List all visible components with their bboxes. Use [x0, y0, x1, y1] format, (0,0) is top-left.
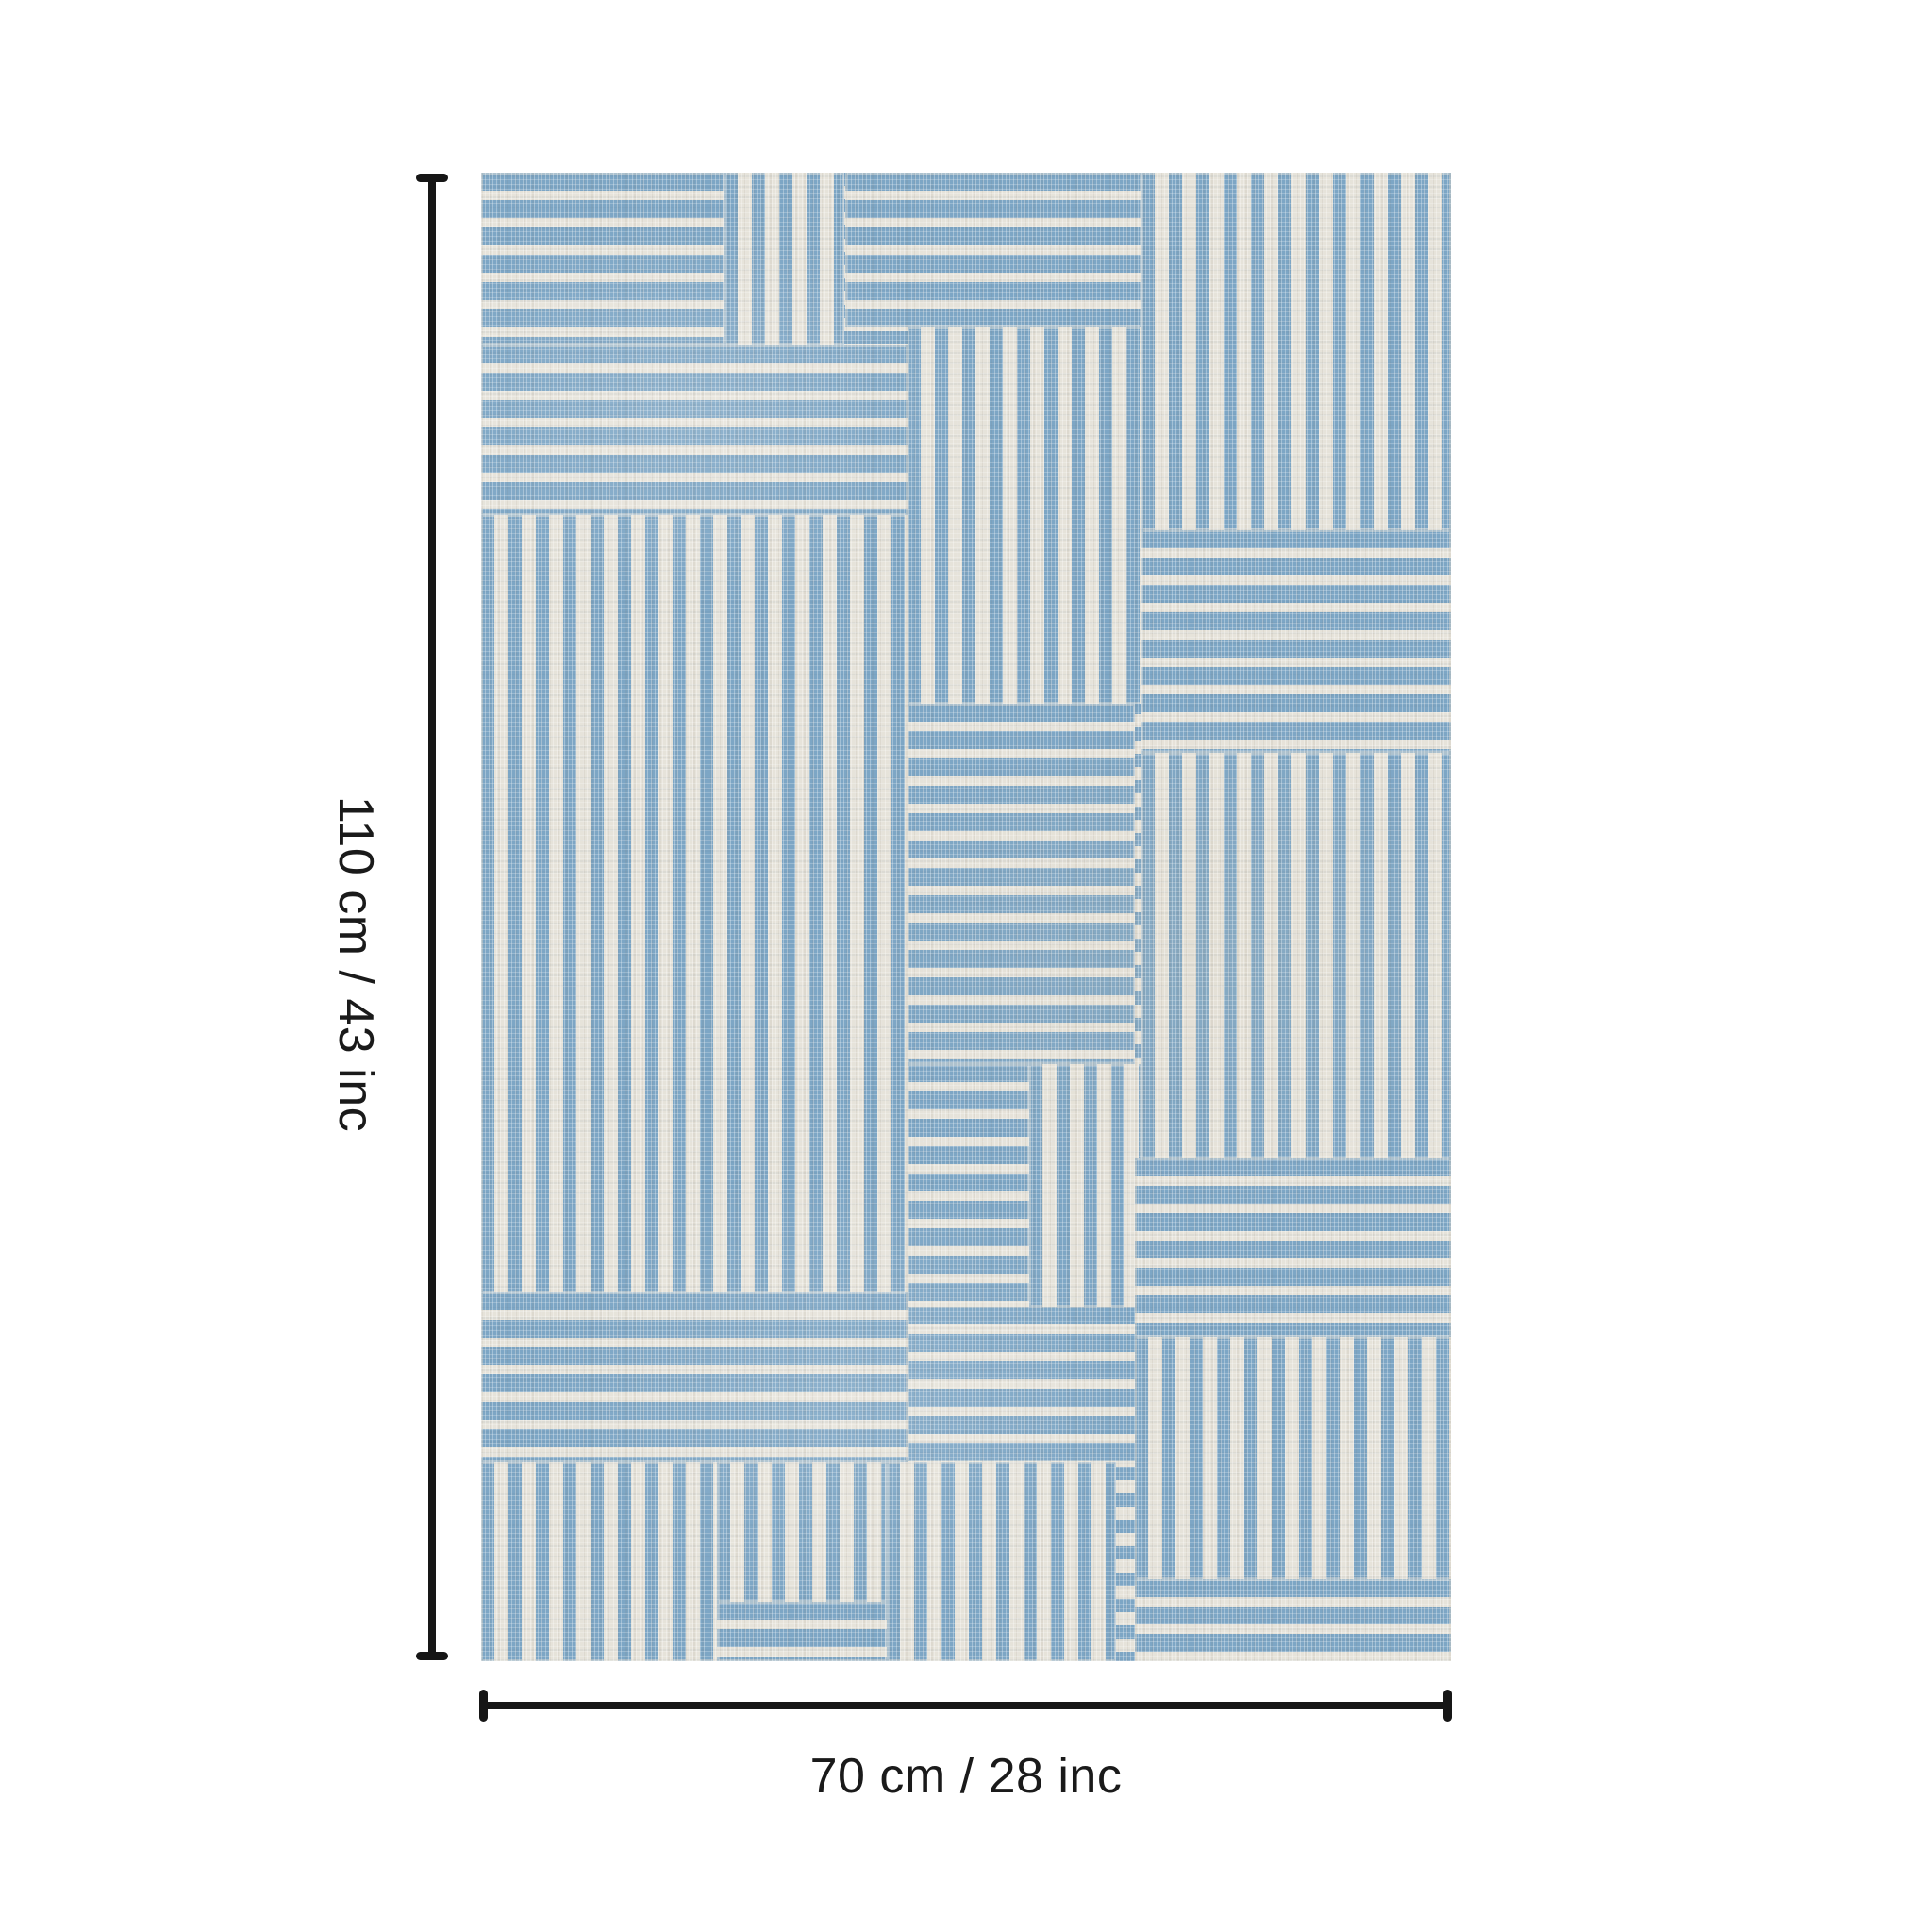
rug-patch: [844, 173, 1142, 328]
rug-patch: [724, 173, 845, 346]
rug-patch: [908, 1064, 1029, 1307]
rug-patch: [1141, 753, 1451, 1158]
rug-patch: [716, 1461, 887, 1602]
rug-patch: [1141, 529, 1451, 754]
width-dimension-right-cap: [1443, 1690, 1452, 1722]
rug-patch: [1134, 1579, 1451, 1661]
height-dimension-line: [428, 177, 436, 1657]
rug-patch: [481, 514, 908, 1292]
width-dimension-label: 70 cm / 28 inc: [809, 1749, 1123, 1804]
rug-image: [481, 173, 1451, 1661]
height-dimension-top-cap: [416, 174, 448, 182]
rug-patch: [908, 327, 1142, 705]
rug-patch: [716, 1601, 887, 1661]
width-dimension-left-cap: [479, 1690, 488, 1722]
rug-patch: [1134, 1158, 1451, 1337]
rug-patch: [886, 1461, 1117, 1661]
rug-patch: [1134, 1336, 1451, 1580]
rug-patch: [481, 345, 908, 515]
width-dimension-line: [484, 1702, 1447, 1709]
rug-patch: [481, 1291, 908, 1462]
rug-patch: [1141, 173, 1451, 530]
rug-patch: [908, 1307, 1142, 1462]
height-dimension-bottom-cap: [416, 1652, 448, 1660]
rug-patch: [1028, 1064, 1142, 1307]
height-dimension-label: 110 cm / 43 inc: [328, 795, 384, 1133]
rug-patch: [481, 1461, 717, 1661]
rug-patch: [908, 704, 1135, 1065]
rug-patch: [481, 173, 725, 346]
